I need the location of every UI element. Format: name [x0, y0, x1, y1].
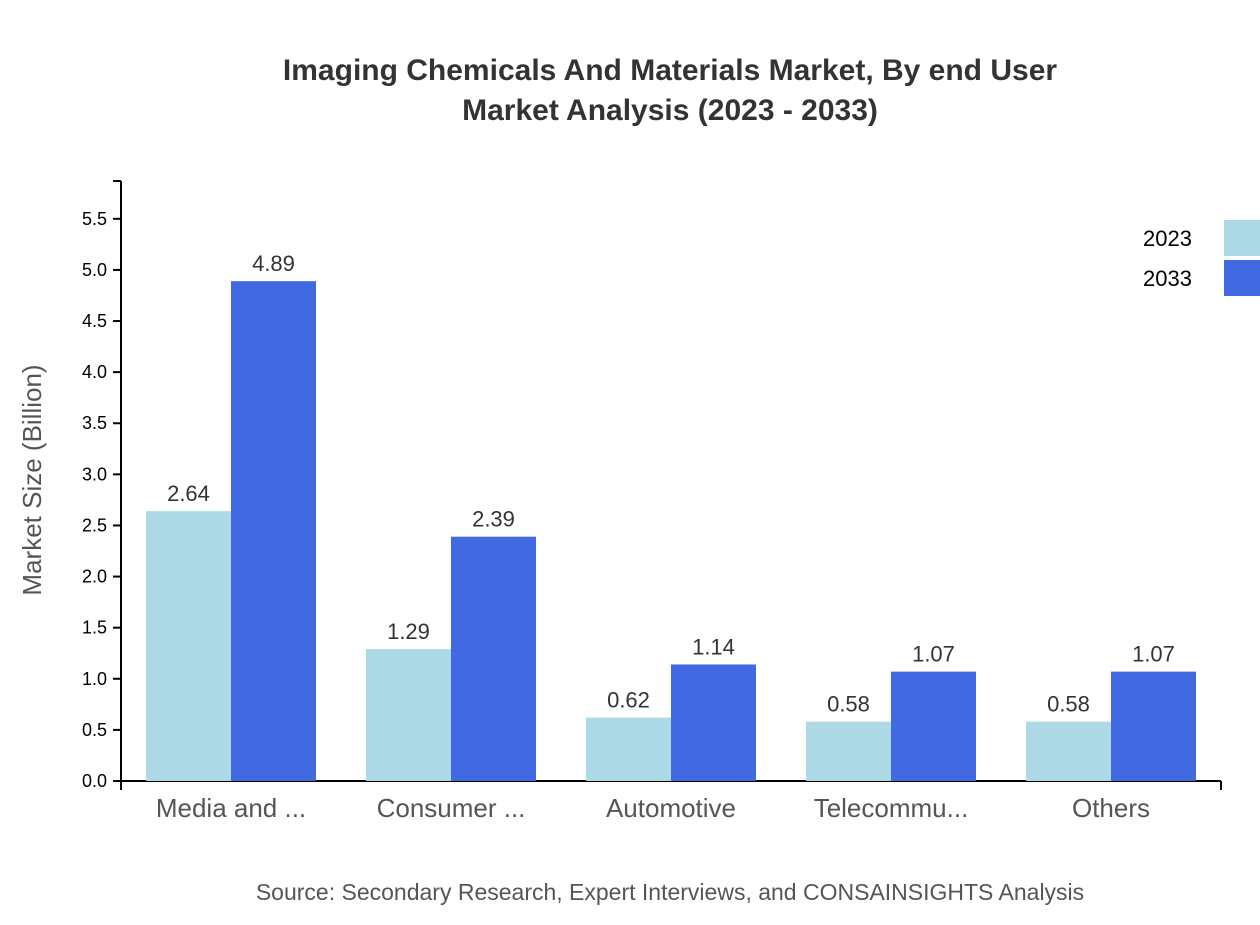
x-tick-label: Telecommu... [814, 793, 969, 823]
legend-label: 2023 [1143, 226, 1192, 251]
y-tick-label: 0.5 [82, 720, 107, 740]
y-tick-label: 5.5 [82, 209, 107, 229]
y-tick-label: 4.5 [82, 311, 107, 331]
bar-2033 [891, 671, 976, 781]
y-tick-label: 2.0 [82, 567, 107, 587]
legend-swatch [1224, 260, 1260, 296]
y-tick-label: 4.0 [82, 362, 107, 382]
x-tick-label: Media and ... [156, 793, 306, 823]
data-label: 1.07 [1132, 642, 1175, 667]
y-axis-label: Market Size (Billion) [17, 364, 47, 595]
data-label: 2.39 [472, 507, 515, 532]
data-label: 1.29 [387, 619, 430, 644]
y-tick-label: 0.0 [82, 771, 107, 791]
legend-label: 2033 [1143, 266, 1192, 291]
bar-2033 [671, 664, 756, 781]
y-tick-label: 2.5 [82, 515, 107, 535]
data-label: 4.89 [252, 251, 295, 276]
bar-2023 [366, 649, 451, 781]
bar-2023 [586, 717, 671, 781]
y-tick-label: 3.5 [82, 413, 107, 433]
data-label: 1.14 [692, 634, 735, 659]
y-tick-label: 1.0 [82, 669, 107, 689]
legend-swatch [1224, 220, 1260, 256]
bar-2033 [1111, 671, 1196, 781]
chart-title-line-1: Imaging Chemicals And Materials Market, … [283, 54, 1057, 87]
data-label: 1.07 [912, 642, 955, 667]
data-label: 0.58 [827, 692, 870, 717]
data-label: 0.58 [1047, 692, 1090, 717]
data-label: 2.64 [167, 481, 210, 506]
bar-2023 [146, 511, 231, 781]
y-tick-label: 5.0 [82, 260, 107, 280]
data-label: 0.62 [607, 688, 650, 713]
x-tick-label: Consumer ... [377, 793, 526, 823]
y-tick-label: 1.5 [82, 618, 107, 638]
x-tick-label: Others [1072, 793, 1150, 823]
chart-title-line-2: Market Analysis (2023 - 2033) [462, 94, 878, 127]
bar-2023 [1026, 721, 1111, 781]
source-note: Source: Secondary Research, Expert Inter… [256, 879, 1084, 905]
bar-2033 [451, 536, 536, 781]
y-tick-label: 3.0 [82, 464, 107, 484]
bar-2033 [231, 281, 316, 781]
x-tick-label: Automotive [606, 793, 736, 823]
bar-2023 [806, 721, 891, 781]
